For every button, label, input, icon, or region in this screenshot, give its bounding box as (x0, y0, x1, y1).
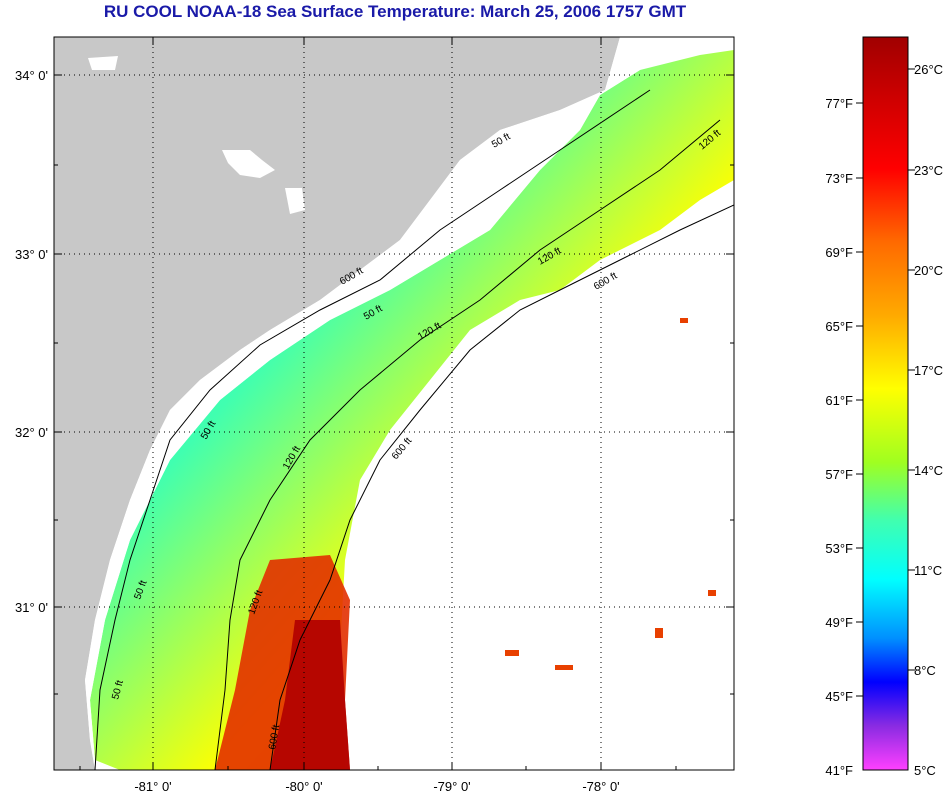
warm-patch (555, 665, 573, 670)
map-ticks (54, 37, 734, 770)
colorbar-f-label: 49°F (825, 615, 853, 630)
colorbar-c-label: 11°C (914, 563, 942, 578)
colorbar-c-label: 17°C (914, 363, 943, 378)
colorbar-c-label: 5°C (914, 763, 936, 778)
warm-patch (680, 318, 688, 323)
colorbar-c-label: 26°C (914, 62, 943, 77)
land-mass (54, 37, 620, 770)
colorbar-f-label: 53°F (825, 541, 853, 556)
inland-cloud-patch (285, 188, 305, 214)
colorbar-c-label: 23°C (914, 163, 943, 178)
colorbar (862, 36, 909, 771)
warm-patch (708, 590, 716, 596)
colorbar-f-label: 57°F (825, 467, 853, 482)
lon-label: -79° 0' (433, 779, 470, 794)
colorbar-c-label: 20°C (914, 263, 943, 278)
colorbar-f-label: 69°F (825, 245, 853, 260)
isobath-label: 600 ft (267, 724, 282, 751)
warm-patch (655, 628, 663, 638)
lon-label: -78° 0' (582, 779, 619, 794)
lat-label: 32° 0' (15, 425, 48, 440)
colorbar-f-label: 61°F (825, 393, 853, 408)
colorbar-f-label: 41°F (825, 763, 853, 778)
colorbar-ticks (856, 68, 915, 697)
lat-label: 34° 0' (15, 68, 48, 83)
colorbar-c-label: 8°C (914, 663, 936, 678)
lon-label: -81° 0' (134, 779, 171, 794)
colorbar-f-label: 73°F (825, 171, 853, 186)
isobath-50ft (94, 89, 651, 770)
colorbar-f-label: 45°F (825, 689, 853, 704)
sst-field (90, 50, 734, 770)
colorbar-c-label: 14°C (914, 463, 943, 478)
lat-label: 33° 0' (15, 247, 48, 262)
inland-cloud-patch (222, 150, 275, 178)
lon-label: -80° 0' (285, 779, 322, 794)
colorbar-f-label: 65°F (825, 319, 853, 334)
lat-label: 31° 0' (15, 600, 48, 615)
inland-cloud-patch (88, 56, 118, 70)
isobath-600ft (269, 204, 734, 770)
graticule (54, 37, 734, 770)
map-frame (53, 36, 735, 771)
map-title: RU COOL NOAA-18 Sea Surface Temperature:… (103, 2, 687, 21)
isobath-label: 50 ft (110, 679, 126, 701)
coastal-cloud-strip (85, 37, 650, 770)
sst-hot-core (270, 620, 350, 770)
isobath-120ft (214, 119, 721, 770)
warm-patch (505, 650, 519, 656)
colorbar-f-label: 77°F (825, 96, 853, 111)
